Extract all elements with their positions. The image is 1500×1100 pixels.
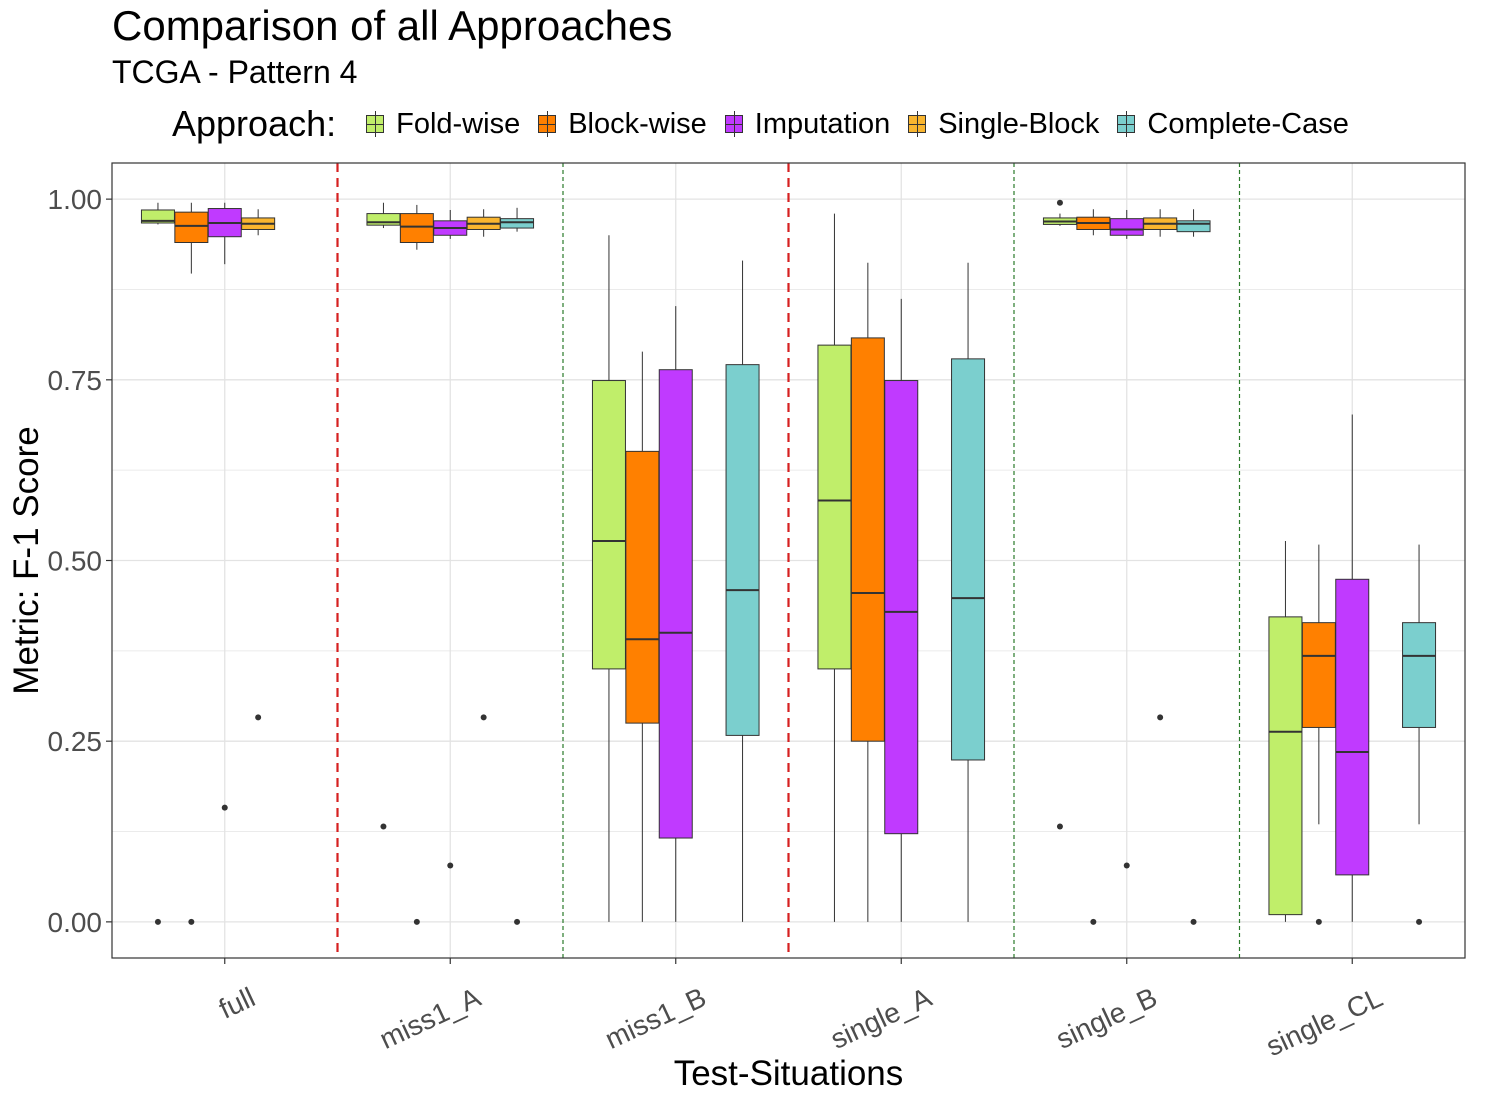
x-tick-label: single_CL	[1261, 981, 1387, 1062]
box-fold-wise	[591, 380, 626, 670]
box-complete-case	[1176, 220, 1211, 233]
box-imputation	[884, 380, 919, 835]
box-block-wise	[625, 450, 660, 724]
box-block-wise	[174, 211, 209, 244]
legend: Approach: Fold-wise Block-wise Imputatio…	[172, 103, 1367, 144]
outlier-point-complete-case	[1416, 918, 1423, 925]
box-imputation	[1335, 578, 1370, 876]
outlier-point-fold-wise	[154, 918, 161, 925]
outlier-point-complete-case	[1190, 918, 1197, 925]
legend-key-imputation	[724, 111, 743, 137]
outlier-point-complete-case	[514, 918, 521, 925]
outlier-point-single-block	[480, 714, 487, 721]
outlier-point-fold-wise	[1056, 199, 1063, 206]
legend-key-fold-wise	[366, 111, 385, 137]
x-tick-label: miss1_B	[600, 981, 710, 1054]
outlier-point-imputation	[221, 804, 228, 811]
y-tick-label: 1.00	[48, 184, 103, 215]
box-complete-case	[500, 218, 535, 229]
box-fold-wise	[366, 213, 401, 226]
legend-label-complete-case: Complete-Case	[1147, 107, 1349, 140]
outlier-point-fold-wise	[380, 823, 387, 830]
y-tick-label: 0.25	[48, 726, 103, 757]
y-axis-title: Metric: F-1 Score	[7, 426, 46, 694]
legend-item-single-block: Single-Block	[908, 108, 1099, 141]
outlier-point-single-block	[255, 714, 262, 721]
box-block-wise	[1301, 622, 1336, 728]
box-block-wise	[399, 213, 434, 244]
chart-title: Comparison of all Approaches	[112, 2, 673, 49]
x-axis-title: Test-Situations	[674, 1054, 904, 1093]
legend-item-block-wise: Block-wise	[538, 108, 707, 141]
x-tick-label: full	[214, 981, 260, 1024]
legend-label-imputation: Imputation	[754, 107, 891, 140]
outlier-point-block-wise	[188, 918, 195, 925]
outlier-point-fold-wise	[1056, 823, 1063, 830]
legend-item-imputation: Imputation	[724, 107, 891, 141]
legend-key-complete-case	[1117, 111, 1136, 137]
chart-subtitle: TCGA - Pattern 4	[112, 54, 358, 90]
outlier-point-imputation	[447, 862, 454, 869]
legend-key-single-block	[908, 111, 927, 137]
x-tick-label: miss1_A	[375, 981, 486, 1055]
outlier-point-block-wise	[1090, 918, 1097, 925]
outlier-point-imputation	[1123, 862, 1130, 869]
legend-label-single-block: Single-Block	[938, 107, 1100, 140]
x-tick-label: single_B	[1051, 981, 1161, 1054]
legend-label-block-wise: Block-wise	[568, 107, 707, 140]
box-complete-case	[1402, 622, 1437, 728]
y-tick-label: 0.75	[48, 365, 103, 396]
legend-label-fold-wise: Fold-wise	[396, 107, 521, 140]
box-imputation	[1109, 218, 1144, 236]
legend-title: Approach:	[172, 103, 337, 144]
legend-key-block-wise	[538, 111, 557, 137]
box-complete-case	[725, 364, 760, 736]
box-complete-case	[951, 358, 986, 761]
box-fold-wise	[1268, 616, 1303, 916]
y-tick-label: 0.50	[48, 546, 103, 577]
outlier-point-block-wise	[1315, 918, 1322, 925]
outlier-point-single-block	[1157, 714, 1164, 721]
legend-item-complete-case: Complete-Case	[1117, 107, 1349, 141]
legend-item-fold-wise: Fold-wise	[366, 108, 520, 141]
x-tick-label: single_A	[826, 981, 937, 1055]
y-tick-label: 0.00	[48, 907, 103, 938]
box-imputation	[658, 369, 693, 839]
box-block-wise	[850, 337, 885, 742]
box-fold-wise	[817, 344, 852, 670]
outlier-point-block-wise	[413, 918, 420, 925]
